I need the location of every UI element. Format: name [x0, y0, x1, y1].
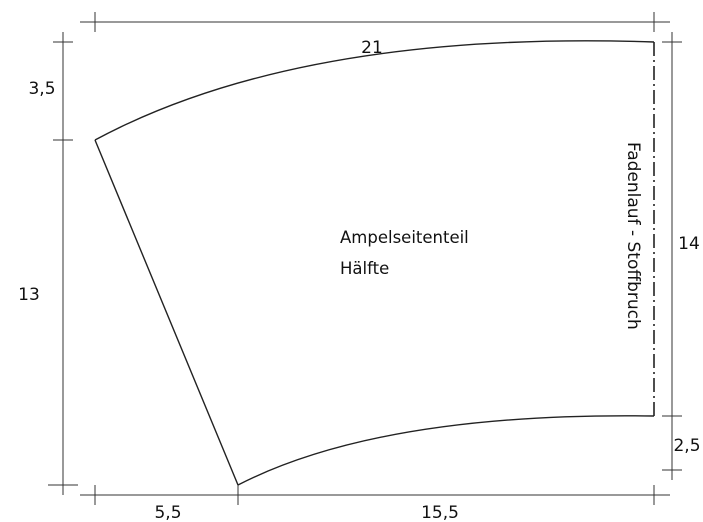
top-dimension: 21 [80, 12, 670, 58]
piece-top-curve [94, 40, 655, 141]
bottom-width-label: 15,5 [421, 503, 459, 522]
grainline-label: Fadenlauf - Stoffbruch [623, 142, 643, 330]
right-height-label: 14 [678, 234, 700, 254]
right-dimension: 14 2,5 [662, 32, 701, 480]
bottom-dimension: 5,5 15,5 [80, 485, 670, 522]
piece-name-line1: Ampelseitenteil [340, 228, 469, 247]
top-width-label: 21 [361, 38, 383, 58]
piece-left-edge [94, 139, 239, 486]
piece-bottom-curve [237, 415, 655, 486]
bottom-left-offset-label: 5,5 [154, 503, 181, 522]
left-dimension: 3,5 13 [18, 32, 78, 495]
left-top-offset-label: 3,5 [28, 79, 55, 99]
pattern-piece [94, 40, 655, 486]
piece-name-line2: Hälfte [340, 259, 389, 278]
right-bottom-offset-label: 2,5 [673, 436, 700, 456]
left-height-label: 13 [18, 285, 40, 305]
